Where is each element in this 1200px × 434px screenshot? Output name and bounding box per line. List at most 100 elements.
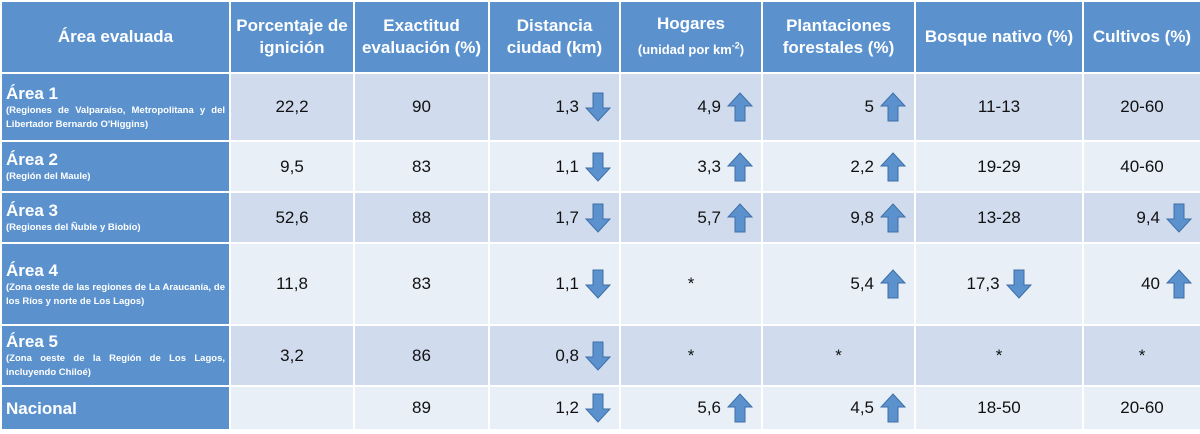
cell-distancia: 0,8 <box>488 324 621 387</box>
cell-value: 19-29 <box>977 156 1021 176</box>
arrow-down-icon <box>585 203 611 233</box>
row-area-cell: Nacional <box>0 385 231 431</box>
table-row: Área 5 (Zona oeste de la Región de Los La… <box>0 324 1200 387</box>
cell-value: * <box>835 345 842 365</box>
arrow-down-icon <box>1005 269 1032 299</box>
table-body: Área 1 (Regiones de Valparaíso, Metropoli… <box>0 72 1200 431</box>
cell-hogares: * <box>619 324 763 387</box>
arrow-up-icon <box>727 151 753 182</box>
cell-cultivos: 9,4 <box>1082 191 1200 244</box>
cell-plantaciones: 9,8 <box>761 191 916 244</box>
row-area-cell: Área 1 (Regiones de Valparaíso, Metropoli… <box>0 72 231 142</box>
area-description: (Zona oeste de la Región de Los Lagos, i… <box>6 353 225 378</box>
cell-ignicion <box>229 385 355 431</box>
area-title: Área 1 <box>6 83 58 103</box>
cell-value: 1,1 <box>555 156 579 176</box>
cell-value: 0,8 <box>555 345 579 365</box>
cell-value: 83 <box>412 274 431 293</box>
cell-exactitud: 83 <box>353 140 490 193</box>
header-ignicion: Porcentaje de ignición <box>229 0 355 74</box>
cell-plantaciones: 4,5 <box>761 385 916 431</box>
cell-ignicion: 11,8 <box>229 242 355 326</box>
cell-bosque: 17,3 <box>914 242 1084 326</box>
cell-ignicion: 9,5 <box>229 140 355 193</box>
arrow-up-icon <box>1166 269 1192 299</box>
cell-value: 22,2 <box>275 97 309 116</box>
row-area-cell: Área 4 (Zona oeste de las regiones de La … <box>0 242 231 326</box>
cell-ignicion: 3,2 <box>229 324 355 387</box>
cell-value: 9,5 <box>280 156 304 176</box>
cell-hogares: 5,6 <box>619 385 763 431</box>
cell-value: 5,6 <box>697 398 721 417</box>
cell-value: 4,9 <box>697 97 721 116</box>
cell-exactitud: 83 <box>353 242 490 326</box>
cell-value: 5,4 <box>850 274 874 293</box>
area-description: (Región del Maule) <box>6 171 91 182</box>
cell-value: * <box>995 345 1003 365</box>
cell-plantaciones: 5 <box>761 72 916 142</box>
cell-value: 11,8 <box>276 274 308 293</box>
header-bosque: Bosque nativo (%) <box>914 0 1084 74</box>
arrow-up-icon <box>880 393 906 423</box>
arrow-up-icon <box>727 202 753 233</box>
arrow-up-icon <box>880 92 906 122</box>
cell-distancia: 1,1 <box>488 140 621 193</box>
cell-hogares: * <box>619 242 763 326</box>
header-area: Área evaluada <box>0 0 231 74</box>
cell-bosque: 19-29 <box>914 140 1084 193</box>
row-area-cell: Área 3 (Regiones del Ñuble y Biobío) <box>0 191 231 244</box>
cell-ignicion: 22,2 <box>229 72 355 142</box>
cell-plantaciones: * <box>761 324 916 387</box>
arrow-down-icon <box>1166 203 1192 233</box>
cell-value: 5,7 <box>697 207 721 227</box>
cell-value: 9,4 <box>1136 207 1160 227</box>
cell-value: 88 <box>412 207 431 227</box>
cell-exactitud: 86 <box>353 324 490 387</box>
cell-value: 18-50 <box>977 398 1021 417</box>
area-description: (Regiones de Valparaíso, Metropolitana y… <box>6 104 225 130</box>
arrow-up-icon <box>880 202 906 233</box>
arrow-down-icon <box>585 152 611 182</box>
header-distancia: Distancia ciudad (km) <box>488 0 621 74</box>
row-area-cell: Área 2 (Región del Maule) <box>0 140 231 193</box>
cell-exactitud: 90 <box>353 72 490 142</box>
cell-bosque: * <box>914 324 1084 387</box>
arrow-down-icon <box>585 92 611 122</box>
cell-value: * <box>1138 345 1146 365</box>
header-cultivos: Cultivos (%) <box>1082 0 1200 74</box>
cell-value: * <box>687 345 695 365</box>
area-title: Nacional <box>6 398 77 418</box>
cell-cultivos: 40 <box>1082 242 1200 326</box>
arrow-up-icon <box>880 151 906 182</box>
cell-value: 40-60 <box>1120 156 1164 176</box>
table-row: Área 1 (Regiones de Valparaíso, Metropoli… <box>0 72 1200 142</box>
area-description: (Regiones del Ñuble y Biobío) <box>6 222 141 233</box>
arrow-up-icon <box>880 269 906 299</box>
table-row: Área 3 (Regiones del Ñuble y Biobío) 52,6 8… <box>0 191 1200 244</box>
cell-value: 52,6 <box>275 207 309 227</box>
cell-plantaciones: 5,4 <box>761 242 916 326</box>
cell-value: 4,5 <box>850 398 874 417</box>
header-hogares-unit: (unidad por km-2) <box>637 40 745 58</box>
cell-value: 11-13 <box>977 97 1021 116</box>
arrow-down-icon <box>585 269 611 299</box>
cell-value: 3,3 <box>697 156 721 176</box>
cell-value: 2,2 <box>850 156 874 176</box>
cell-distancia: 1,2 <box>488 385 621 431</box>
cell-value: 86 <box>412 345 431 365</box>
cell-distancia: 1,3 <box>488 72 621 142</box>
cell-bosque: 11-13 <box>914 72 1084 142</box>
area-title: Área 5 <box>6 332 58 351</box>
cell-cultivos: 20-60 <box>1082 385 1200 431</box>
cell-ignicion: 52,6 <box>229 191 355 244</box>
cell-value: 40 <box>1141 274 1160 293</box>
cell-value: 1,7 <box>555 207 579 227</box>
cell-value: * <box>687 274 695 293</box>
cell-bosque: 13-28 <box>914 191 1084 244</box>
cell-value: 17,3 <box>966 274 1000 293</box>
row-area-cell: Área 5 (Zona oeste de la Región de Los La… <box>0 324 231 387</box>
cell-plantaciones: 2,2 <box>761 140 916 193</box>
arrow-down-icon <box>585 393 611 423</box>
cell-value: 13-28 <box>977 207 1021 227</box>
cell-value: 1,3 <box>555 97 579 116</box>
